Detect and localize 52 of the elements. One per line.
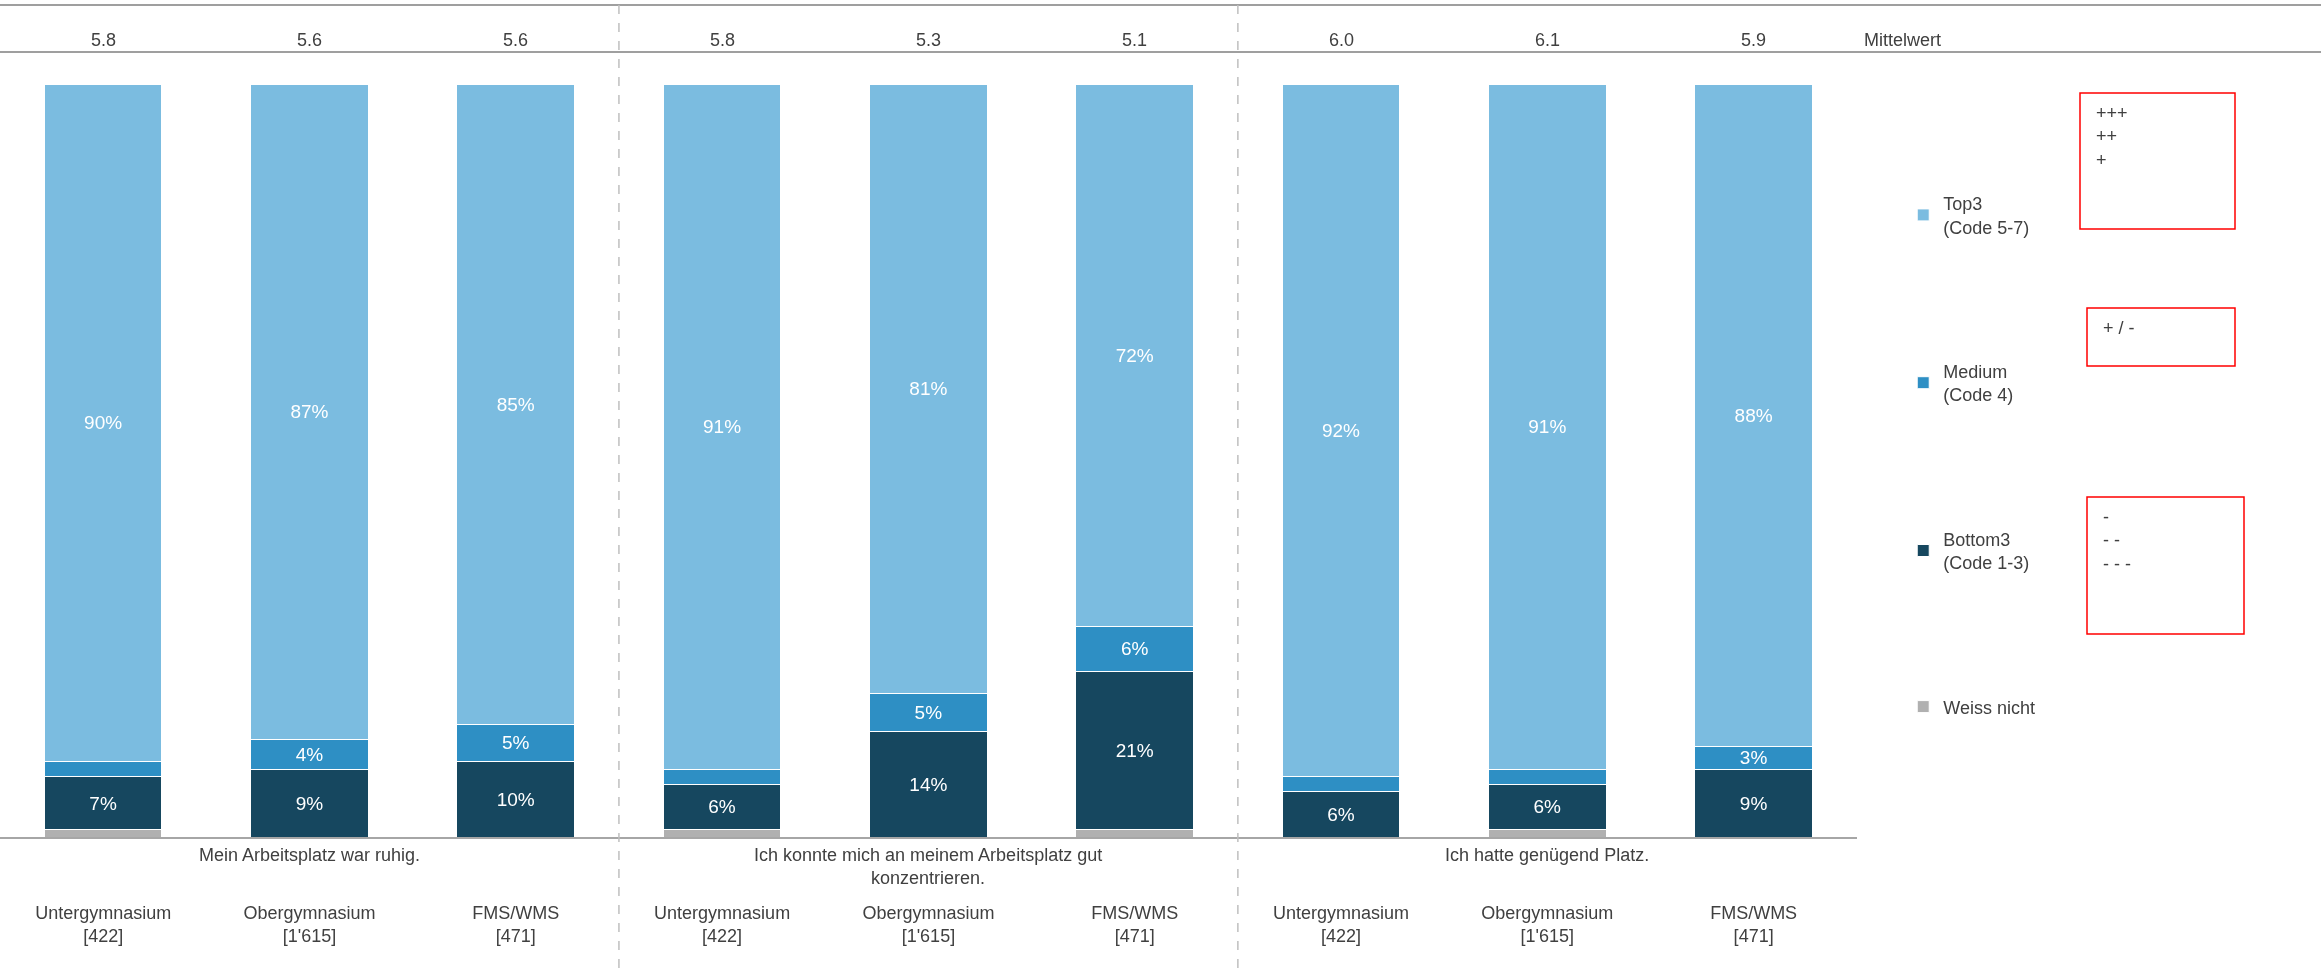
legend-label: Top3 (Code 5-7) [1943, 194, 2030, 238]
data-label: 6% [1533, 796, 1562, 818]
legend-label: Medium (Code 4) [1943, 362, 2014, 406]
data-label: 5% [502, 732, 530, 754]
text: - - - - - - [2103, 507, 2131, 574]
x-tick-label: FMS/WMS [471] [1091, 902, 1179, 946]
text: Mittelwert [1864, 30, 1942, 50]
data-label: 91% [1528, 416, 1567, 438]
data-label: 81% [909, 378, 948, 400]
x-tick-label: Untergymnasium [422] [35, 902, 172, 946]
data-label: 10% [496, 788, 535, 810]
data-label: 9% [1739, 792, 1768, 814]
data-label: 6% [708, 796, 736, 818]
data-label: 21% [1115, 739, 1154, 761]
legend-label: Bottom3 (Code 1-3) [1943, 529, 2030, 574]
data-label: 7% [89, 792, 117, 814]
text: +++ ++ + [2096, 103, 2128, 170]
text: Ich konnte mich an meinem Arbeitsplatz gut konzentrieren. [754, 845, 1103, 889]
x-tick-label: Obergymnasium [1'615] [1481, 902, 1614, 946]
data-label: 6% [1120, 638, 1149, 660]
text: Ich hatte genügend Platz. [1445, 845, 1650, 865]
x-tick-label: Untergymnasium [422] [654, 902, 791, 946]
data-label: 14% [909, 773, 948, 795]
text: 5.8 [91, 30, 117, 50]
text: 5.6 [297, 30, 323, 50]
text: Mein Arbeitsplatz war ruhig. [199, 845, 421, 865]
data-label: 72% [1115, 344, 1154, 366]
text: 5.8 [710, 30, 736, 50]
data-label: 4% [295, 743, 324, 765]
text: 5.6 [503, 30, 529, 50]
data-label: 90% [84, 412, 123, 434]
data-label: 85% [496, 393, 535, 415]
text: 5.3 [916, 30, 942, 50]
text: 5.1 [1122, 30, 1148, 50]
text: 6.1 [1535, 30, 1561, 50]
text: 5.9 [1741, 30, 1767, 50]
x-tick-label: Untergymnasium [422] [1273, 902, 1410, 946]
text: 6.0 [1329, 30, 1355, 50]
legend-label: Weiss nicht [1943, 697, 2035, 718]
x-tick-label: Obergymnasium [1'615] [243, 902, 376, 946]
x-tick-label: FMS/WMS [471] [472, 902, 560, 946]
x-tick-label: FMS/WMS [471] [1710, 902, 1798, 946]
data-label: 9% [295, 792, 324, 814]
text: + / - [2103, 318, 2135, 338]
data-label: 91% [703, 416, 742, 438]
data-label: 92% [1321, 419, 1361, 441]
data-label: 87% [290, 401, 329, 423]
data-label: 5% [914, 702, 943, 724]
data-label: 3% [1739, 747, 1768, 769]
data-label: 88% [1734, 404, 1773, 426]
data-label: 6% [1327, 803, 1355, 825]
x-tick-label: Obergymnasium [1'615] [862, 902, 995, 946]
